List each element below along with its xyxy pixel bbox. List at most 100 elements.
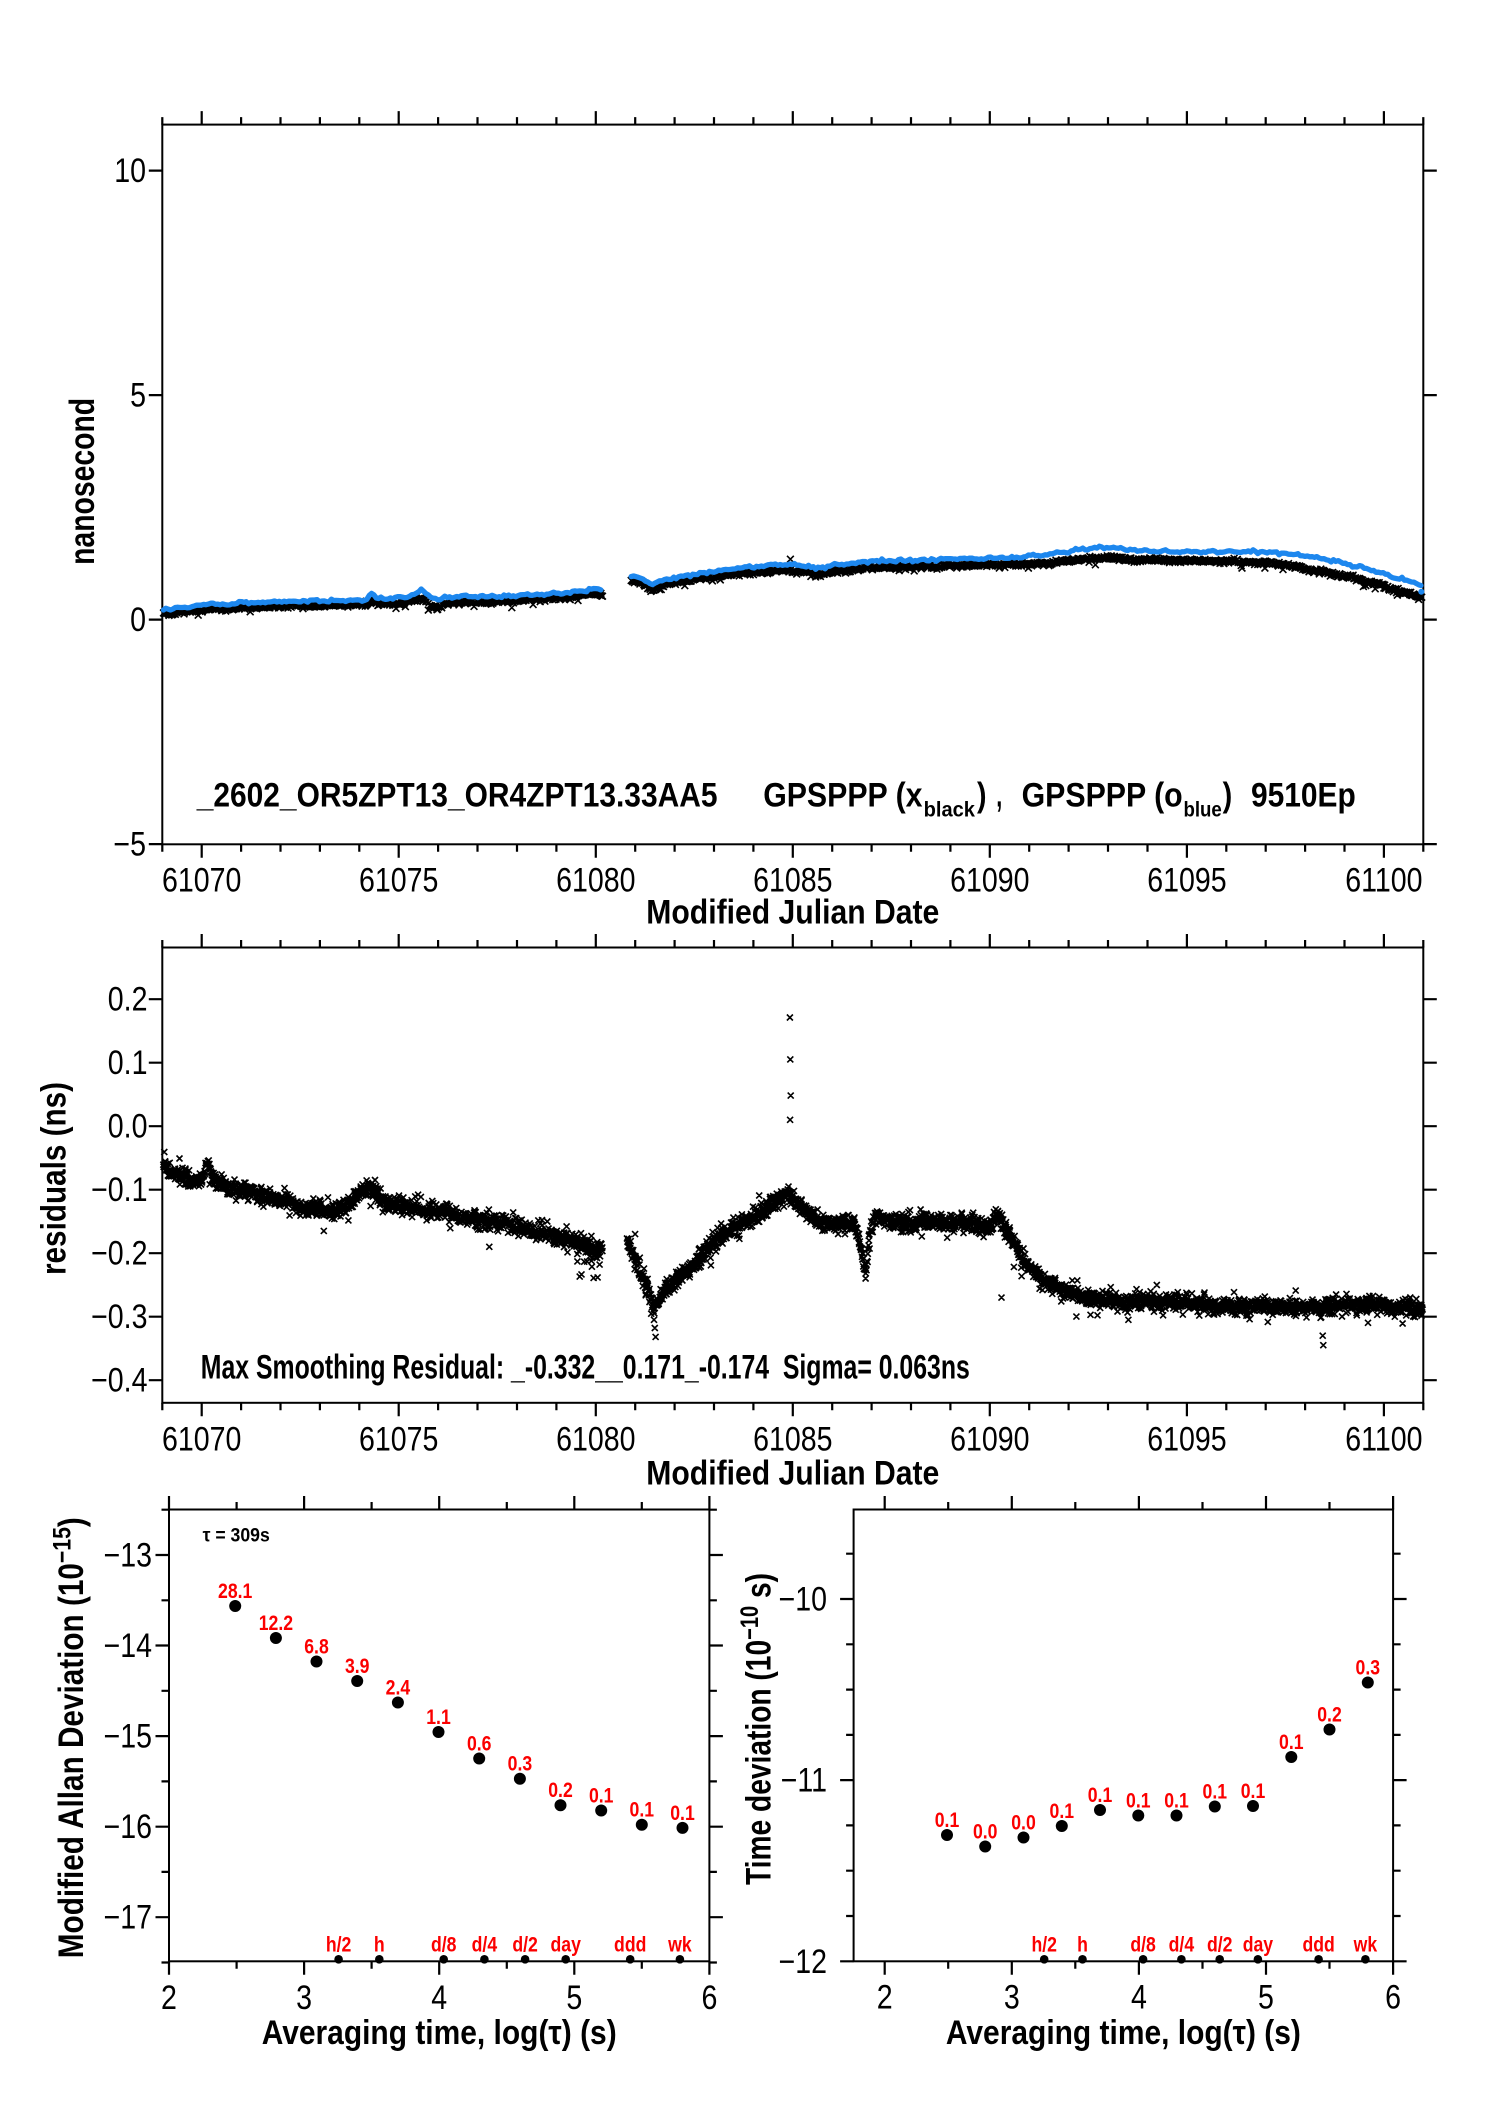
svg-text:d/2: d/2 bbox=[512, 1934, 538, 1957]
svg-text:61095: 61095 bbox=[1147, 861, 1226, 899]
svg-text:): ) bbox=[52, 1517, 91, 1527]
svg-text:h: h bbox=[1077, 1934, 1088, 1957]
svg-text:−10: −10 bbox=[779, 1581, 827, 1619]
svg-text:10: 10 bbox=[114, 152, 146, 190]
svg-text:0.3: 0.3 bbox=[508, 1753, 533, 1776]
svg-text:wk: wk bbox=[1353, 1934, 1378, 1957]
svg-text:2: 2 bbox=[161, 1979, 177, 2017]
svg-text:−0.3: −0.3 bbox=[91, 1298, 147, 1336]
svg-text:h: h bbox=[374, 1934, 385, 1957]
svg-text:Modified Julian Date: Modified Julian Date bbox=[646, 894, 939, 932]
svg-text:_2602_OR5ZPT13_OR4ZPT13.33AA5: _2602_OR5ZPT13_OR4ZPT13.33AA5 bbox=[196, 777, 718, 815]
svg-text:h/2: h/2 bbox=[326, 1934, 352, 1957]
svg-text:6.8: 6.8 bbox=[304, 1636, 329, 1659]
svg-text:3: 3 bbox=[1004, 1979, 1020, 2017]
svg-text:0.1: 0.1 bbox=[670, 1802, 695, 1825]
svg-text:61075: 61075 bbox=[359, 1421, 438, 1459]
svg-text:GPSPPP (x: GPSPPP (x bbox=[763, 777, 922, 815]
svg-text:5: 5 bbox=[130, 377, 146, 415]
svg-text:0.1: 0.1 bbox=[1279, 1731, 1304, 1754]
svg-text:61100: 61100 bbox=[1345, 861, 1422, 899]
svg-text:d/4: d/4 bbox=[472, 1934, 498, 1957]
svg-text:0.1: 0.1 bbox=[1164, 1790, 1189, 1813]
svg-text:0.6: 0.6 bbox=[467, 1733, 492, 1756]
svg-text:0.2: 0.2 bbox=[548, 1779, 573, 1802]
svg-text:61100: 61100 bbox=[1345, 1421, 1422, 1459]
svg-text:): ) bbox=[1223, 777, 1233, 815]
svg-text:d/8: d/8 bbox=[431, 1934, 457, 1957]
svg-text:5: 5 bbox=[566, 1979, 582, 2017]
svg-text:d/2: d/2 bbox=[1207, 1934, 1233, 1957]
svg-text:s): s) bbox=[740, 1573, 779, 1606]
svg-text:0.1: 0.1 bbox=[1050, 1800, 1075, 1823]
svg-text:0.2: 0.2 bbox=[1317, 1704, 1342, 1727]
svg-text:3: 3 bbox=[296, 1979, 312, 2017]
svg-text:61085: 61085 bbox=[753, 1421, 832, 1459]
svg-text:−13: −13 bbox=[104, 1537, 152, 1575]
svg-text:blue: blue bbox=[1184, 799, 1222, 822]
svg-text:0.1: 0.1 bbox=[108, 1044, 148, 1082]
svg-text:0.1: 0.1 bbox=[1088, 1784, 1113, 1807]
svg-text:6: 6 bbox=[1385, 1979, 1401, 2017]
svg-text:−12: −12 bbox=[779, 1943, 827, 1981]
svg-text:Time deviation (10: Time deviation (10 bbox=[740, 1640, 779, 1885]
svg-text:0.1: 0.1 bbox=[935, 1809, 960, 1832]
svg-text:61090: 61090 bbox=[950, 1421, 1029, 1459]
svg-text:ddd: ddd bbox=[1302, 1934, 1334, 1957]
svg-text:6: 6 bbox=[701, 1979, 717, 2017]
svg-text:3.9: 3.9 bbox=[345, 1655, 370, 1678]
svg-text:Max Smoothing Residual: _-0.33: Max Smoothing Residual: _-0.332__0.171_-… bbox=[201, 1349, 970, 1387]
svg-text:0.3: 0.3 bbox=[1356, 1657, 1381, 1680]
svg-text:−0.2: −0.2 bbox=[91, 1235, 147, 1273]
svg-text:12.2: 12.2 bbox=[259, 1612, 293, 1635]
svg-text:ddd: ddd bbox=[614, 1934, 646, 1957]
svg-text:h/2: h/2 bbox=[1031, 1934, 1057, 1957]
svg-text:0.1: 0.1 bbox=[630, 1799, 655, 1822]
svg-text:GPSPPP (o: GPSPPP (o bbox=[1022, 777, 1183, 815]
svg-text:black: black bbox=[924, 799, 976, 822]
svg-text:0.1: 0.1 bbox=[1126, 1790, 1151, 1813]
svg-text:0.1: 0.1 bbox=[589, 1785, 614, 1808]
svg-text:0.1: 0.1 bbox=[1241, 1780, 1266, 1803]
svg-text:61080: 61080 bbox=[556, 861, 635, 899]
svg-text:0.0: 0.0 bbox=[108, 1108, 148, 1146]
svg-text:0: 0 bbox=[130, 601, 146, 639]
svg-text:d/4: d/4 bbox=[1169, 1934, 1195, 1957]
svg-text:0.0: 0.0 bbox=[973, 1821, 998, 1844]
svg-text:−15: −15 bbox=[104, 1718, 152, 1756]
svg-text:d/8: d/8 bbox=[1130, 1934, 1156, 1957]
svg-text:4: 4 bbox=[431, 1979, 447, 2017]
svg-text:Averaging time, log(τ) (s): Averaging time, log(τ) (s) bbox=[262, 2014, 617, 2052]
svg-text:−15: −15 bbox=[49, 1527, 77, 1563]
svg-text:,: , bbox=[996, 777, 1002, 815]
svg-text:1.1: 1.1 bbox=[426, 1706, 451, 1729]
svg-text:−10: −10 bbox=[736, 1606, 764, 1640]
svg-text:61070: 61070 bbox=[162, 1421, 241, 1459]
svg-text:wk: wk bbox=[667, 1934, 692, 1957]
svg-text:0.1: 0.1 bbox=[1203, 1781, 1228, 1804]
svg-text:2.4: 2.4 bbox=[386, 1677, 411, 1700]
svg-text:−0.1: −0.1 bbox=[91, 1171, 147, 1209]
svg-text:0.2: 0.2 bbox=[108, 981, 148, 1019]
svg-text:−14: −14 bbox=[104, 1627, 152, 1665]
svg-text:Modified Allan Deviation (10: Modified Allan Deviation (10 bbox=[52, 1563, 91, 1958]
svg-text:−0.4: −0.4 bbox=[91, 1362, 147, 1400]
svg-text:61075: 61075 bbox=[359, 861, 438, 899]
svg-text:day: day bbox=[551, 1934, 582, 1957]
svg-text:day: day bbox=[1243, 1934, 1274, 1957]
svg-text:Modified Julian Date: Modified Julian Date bbox=[646, 1455, 939, 1493]
svg-text:2: 2 bbox=[877, 1979, 893, 2017]
svg-text:61085: 61085 bbox=[753, 861, 832, 899]
svg-text:nanosecond: nanosecond bbox=[63, 398, 102, 565]
svg-text:−11: −11 bbox=[781, 1762, 827, 1800]
svg-text:28.1: 28.1 bbox=[218, 1580, 253, 1603]
svg-text:61095: 61095 bbox=[1147, 1421, 1226, 1459]
svg-text:5: 5 bbox=[1258, 1979, 1274, 2017]
svg-text:61080: 61080 bbox=[556, 1421, 635, 1459]
svg-text:9510Ep: 9510Ep bbox=[1251, 777, 1356, 815]
svg-text:61090: 61090 bbox=[950, 861, 1029, 899]
svg-text:τ = 309s: τ = 309s bbox=[203, 1526, 270, 1547]
svg-text:−17: −17 bbox=[104, 1899, 152, 1937]
svg-text:−5: −5 bbox=[113, 826, 146, 864]
svg-text:4: 4 bbox=[1131, 1979, 1147, 2017]
